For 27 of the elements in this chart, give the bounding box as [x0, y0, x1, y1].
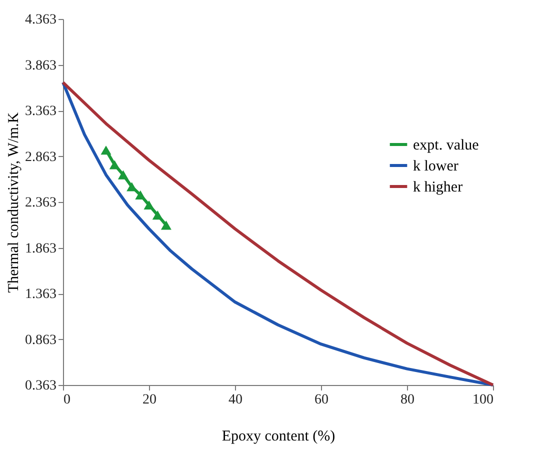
- x-tick-label: 100: [472, 392, 494, 408]
- x-tick-label: 80: [400, 392, 414, 408]
- x-tick-label: 40: [228, 392, 242, 408]
- x-tick-label: 20: [142, 392, 156, 408]
- point: [160, 220, 172, 230]
- y-tick-label: 3.863: [25, 58, 56, 74]
- point: [144, 200, 154, 210]
- y-tick-label: 2.363: [25, 196, 56, 210]
- y-tick-label: 4.363: [25, 12, 56, 28]
- point: [135, 190, 146, 200]
- point: [118, 170, 128, 180]
- point: [152, 210, 163, 220]
- legend-label: expt. value: [413, 138, 480, 154]
- y-tick-label: 2.863: [25, 150, 56, 165]
- y-axis-title: Thermal conductivity, W/m.K: [6, 112, 22, 293]
- legend-label: k higher: [413, 180, 463, 196]
- x-tick-label: 0: [64, 392, 70, 408]
- point: [109, 160, 120, 170]
- y-tick-label: 0.863: [25, 332, 56, 348]
- x-axis-title: Epoxy content (%): [222, 428, 336, 444]
- y-tick-label: 3.363: [25, 104, 56, 119]
- x-tick-label: 60: [314, 392, 328, 408]
- y-tick-label: 1.863: [25, 241, 56, 256]
- y-tick-label: 1.363: [25, 287, 56, 302]
- y-tick-label: 0.363: [25, 378, 56, 394]
- legend-label: k lower: [413, 158, 458, 174]
- point: [100, 146, 112, 155]
